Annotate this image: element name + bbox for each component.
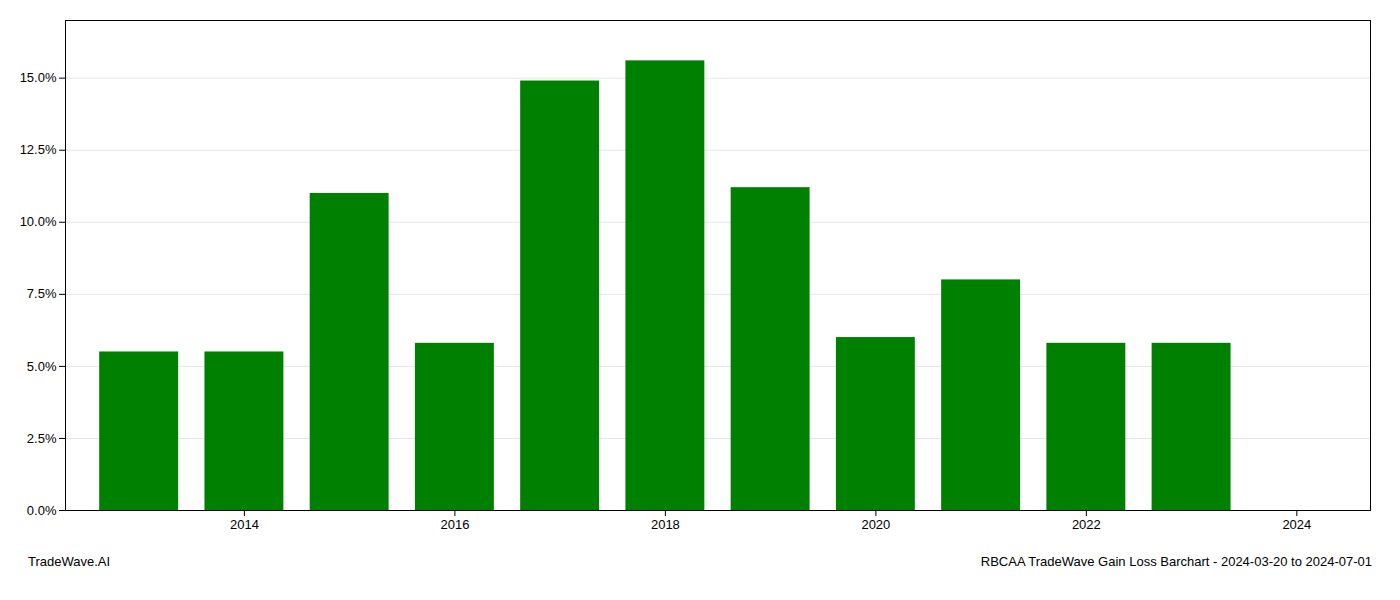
svg-text:2.5%: 2.5% xyxy=(27,431,57,446)
svg-text:2022: 2022 xyxy=(1072,517,1101,532)
svg-text:15.0%: 15.0% xyxy=(20,70,57,85)
svg-text:0.0%: 0.0% xyxy=(27,503,57,518)
html-text:RBCAA TradeWave Gain Loss Barc: RBCAA TradeWave Gain Loss Barchart - 202… xyxy=(980,554,1372,569)
svg-text:5.0%: 5.0% xyxy=(27,359,57,374)
svg-text:12.5%: 12.5% xyxy=(20,142,57,157)
svg-text:2018: 2018 xyxy=(651,517,680,532)
svg-text:2024: 2024 xyxy=(1282,517,1311,532)
svg-text:2014: 2014 xyxy=(230,517,259,532)
svg-text:7.5%: 7.5% xyxy=(27,286,57,301)
svg-text:10.0%: 10.0% xyxy=(20,214,57,229)
svg-text:2020: 2020 xyxy=(861,517,890,532)
svg-text:2016: 2016 xyxy=(440,517,469,532)
html-text:TradeWave.AI: TradeWave.AI xyxy=(28,554,111,569)
